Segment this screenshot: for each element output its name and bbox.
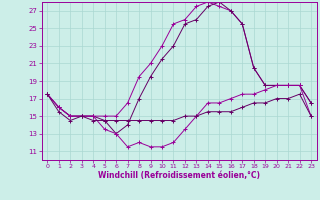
X-axis label: Windchill (Refroidissement éolien,°C): Windchill (Refroidissement éolien,°C) bbox=[98, 171, 260, 180]
